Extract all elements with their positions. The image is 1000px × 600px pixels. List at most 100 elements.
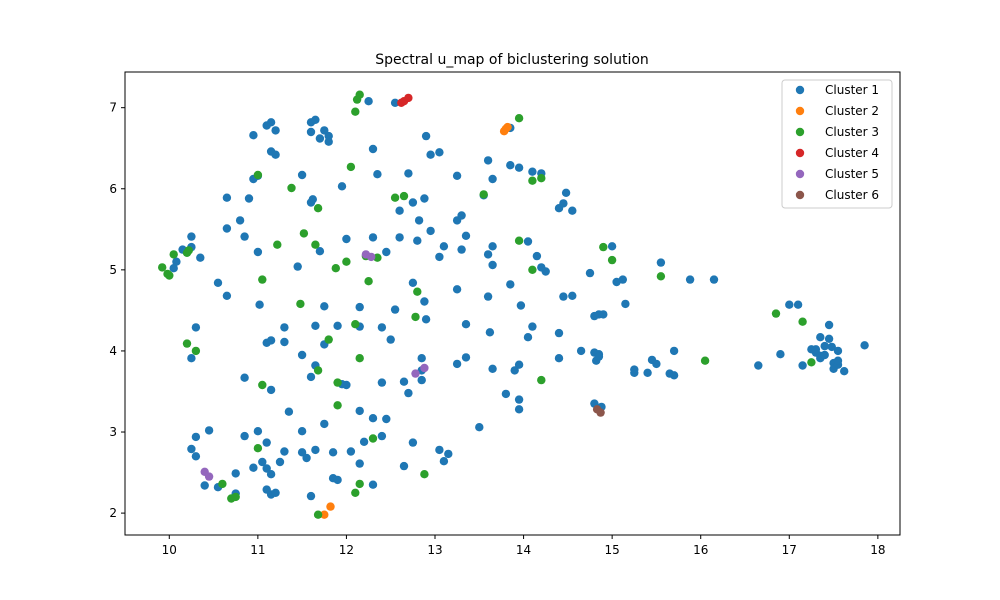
y-tick-label: 6 <box>109 182 117 196</box>
scatter-point <box>537 375 546 385</box>
scatter-point <box>824 320 834 330</box>
scatter-point <box>840 367 849 376</box>
scatter-point <box>328 448 338 457</box>
scatter-point <box>506 280 515 289</box>
scatter-point <box>807 358 816 367</box>
scatter-point <box>860 341 869 350</box>
scatter-point <box>439 457 449 466</box>
legend-marker <box>795 127 805 137</box>
scatter-point <box>315 134 325 143</box>
scatter-point <box>266 118 276 127</box>
scatter-point <box>452 171 462 180</box>
scatter-point <box>311 321 320 330</box>
scatter-point <box>554 328 564 338</box>
scatter-point <box>824 334 834 343</box>
scatter-point <box>514 114 524 123</box>
scatter-point <box>182 339 192 348</box>
scatter-point <box>368 144 378 154</box>
scatter-point <box>337 182 347 191</box>
scatter-point <box>439 242 449 251</box>
legend-label: Cluster 4 <box>825 146 879 160</box>
scatter-point <box>262 464 271 473</box>
scatter-point <box>320 126 329 135</box>
scatter-point <box>488 174 497 184</box>
scatter-point <box>585 268 595 278</box>
scatter-point <box>364 97 373 106</box>
scatter-point <box>273 240 282 249</box>
x-axis: 10 11 12 13 14 15 16 17 18 <box>162 535 885 557</box>
scatter-point <box>528 167 537 176</box>
scatter-point <box>404 169 413 178</box>
scatter-point <box>413 287 422 296</box>
scatter-point <box>313 366 323 375</box>
scatter-point <box>607 255 617 265</box>
scatter-point <box>382 247 391 257</box>
scatter-point <box>630 365 639 374</box>
scatter-point <box>420 363 429 373</box>
scatter-point <box>253 170 263 180</box>
legend-label: Cluster 2 <box>825 104 879 118</box>
scatter-point <box>475 423 484 432</box>
scatter-point <box>315 247 325 256</box>
scatter-point <box>352 95 362 104</box>
scatter-point <box>523 237 533 246</box>
scatter-point <box>271 488 280 497</box>
scatter-point <box>280 337 289 347</box>
scatter-point <box>709 275 719 284</box>
legend-marker <box>795 148 805 158</box>
scatter-point <box>320 419 329 429</box>
scatter-point <box>820 350 829 360</box>
scatter-point <box>621 299 630 309</box>
scatter-point <box>204 426 214 435</box>
scatter-point <box>218 479 227 489</box>
scatter-point <box>187 232 196 241</box>
scatter-point <box>311 115 320 125</box>
scatter-point <box>452 285 462 294</box>
scatter-point <box>514 236 524 245</box>
scatter-point <box>390 98 400 108</box>
scatter-point <box>656 258 666 267</box>
scatter-point <box>643 368 652 377</box>
scatter-point <box>311 445 320 455</box>
scatter-point <box>541 267 550 276</box>
scatter-point <box>417 375 426 385</box>
scatter-point <box>568 206 577 215</box>
scatter-point <box>607 242 617 251</box>
scatter-point <box>284 407 294 416</box>
scatter-point <box>700 356 710 365</box>
scatter-point <box>656 272 666 281</box>
scatter-point <box>326 502 335 511</box>
scatter-point <box>165 271 174 280</box>
scatter-point <box>599 242 608 252</box>
scatter-point <box>355 354 364 363</box>
scatter-point <box>514 163 524 172</box>
x-tick-label: 10 <box>162 543 177 557</box>
scatter-point <box>833 346 843 356</box>
scatter-point <box>382 414 391 424</box>
scatter-point <box>483 250 493 259</box>
scatter-point <box>457 211 466 220</box>
scatter-point <box>576 346 586 356</box>
x-tick-label: 15 <box>605 543 620 557</box>
scatter-point <box>590 311 599 321</box>
scatter-point <box>776 350 785 359</box>
scatter-point <box>420 297 429 306</box>
y-tick-label: 7 <box>109 101 117 115</box>
scatter-point <box>510 366 519 375</box>
y-tick-label: 4 <box>109 344 117 358</box>
scatter-point <box>669 371 679 380</box>
scatter-point <box>461 320 471 329</box>
scatter-point <box>457 245 466 254</box>
legend-label: Cluster 6 <box>825 188 879 202</box>
legend-marker <box>795 190 805 200</box>
y-tick-label: 5 <box>109 263 117 277</box>
scatter-point <box>503 122 512 132</box>
scatter-point <box>342 257 351 266</box>
scatter-point <box>302 453 311 463</box>
scatter-point <box>200 481 209 490</box>
scatter-point <box>561 188 571 197</box>
scatter-point <box>532 251 542 261</box>
scatter-point <box>417 354 426 363</box>
x-tick-label: 17 <box>782 543 797 557</box>
